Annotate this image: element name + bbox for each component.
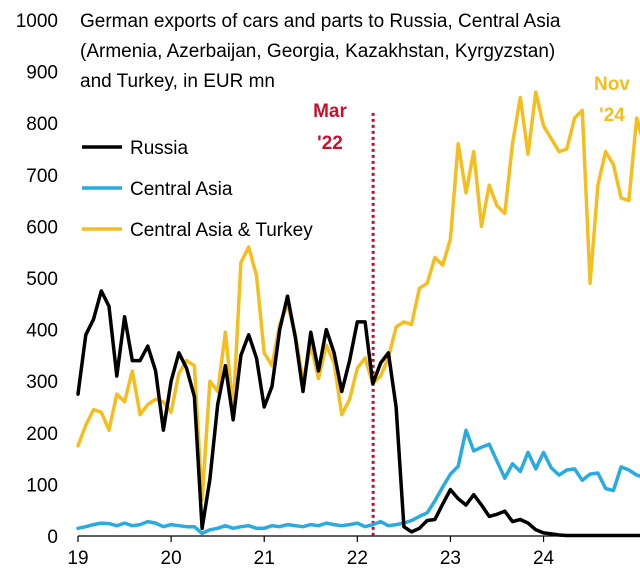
x-tick-label: 22 [347,548,368,569]
chart-title-line-3: and Turkey, in EUR mn [80,71,275,92]
y-tick-label: 1000 [16,11,58,32]
annotations: Mar '22 Nov '24 [313,74,630,154]
y-axis-ticks: 0 100 200 300 400 500 600 700 800 900 1000 [16,11,58,548]
x-tick-label: 19 [67,548,88,569]
y-tick-label: 0 [47,527,58,548]
y-tick-label: 200 [26,424,58,445]
y-tick-label: 500 [26,269,58,290]
x-tick-label: 21 [254,548,275,569]
legend-label-central-asia-turkey: Central Asia & Turkey [130,220,313,241]
x-tick-label: 23 [440,548,461,569]
legend: Russia Central Asia Central Asia & Turkey [82,138,313,241]
legend-label-russia: Russia [130,138,189,159]
series-line-russia [76,289,640,538]
annotation-nov24-line-2: '24 [599,105,625,126]
annotation-mar22-line-2: '22 [317,133,343,154]
annotation-nov24-line-1: Nov [594,74,630,95]
y-tick-label: 400 [26,321,58,342]
chart-title-line-2: (Armenia, Azerbaijan, Georgia, Kazakhsta… [80,41,555,62]
x-tick-label: 20 [161,548,182,569]
chart-title: German exports of cars and parts to Russ… [80,11,561,92]
series-line-central-asia [76,428,640,536]
x-tick-label: 24 [533,548,555,569]
legend-label-central-asia: Central Asia [130,179,233,200]
y-tick-label: 100 [26,475,58,496]
y-tick-label: 800 [26,114,58,135]
y-tick-label: 900 [26,63,58,84]
y-tick-label: 600 [26,217,58,238]
annotation-mar22-line-1: Mar [313,101,347,122]
y-tick-label: 300 [26,372,58,393]
y-tick-label: 700 [26,166,58,187]
chart-title-line-1: German exports of cars and parts to Russ… [80,11,561,32]
series-lines [76,90,640,538]
x-axis: 19 20 21 22 23 24 [67,535,632,569]
